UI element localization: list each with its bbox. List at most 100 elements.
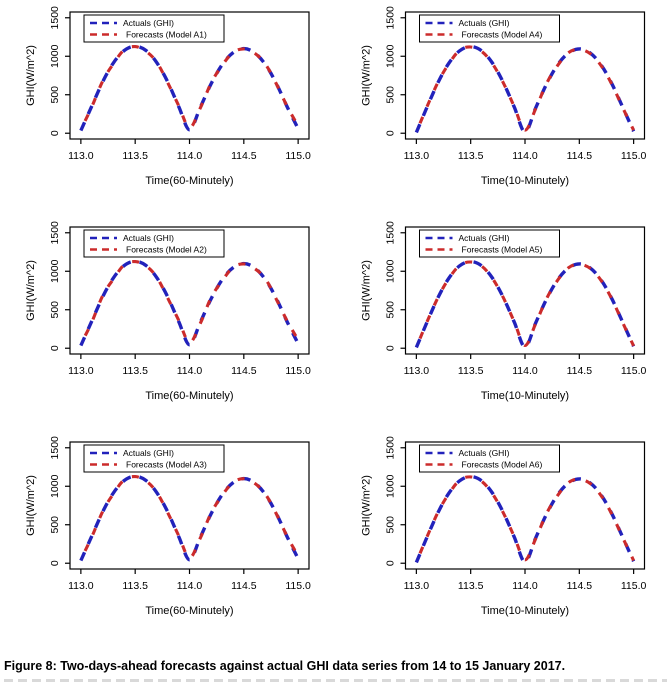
x-tick-label: 114.0 bbox=[512, 365, 538, 377]
x-axis-title: Time(10-Minutely) bbox=[481, 605, 569, 617]
actuals-line bbox=[414, 44, 636, 134]
x-tick-label: 113.5 bbox=[458, 580, 484, 592]
forecasts-line bbox=[414, 475, 636, 563]
y-tick-label: 0 bbox=[49, 345, 61, 351]
legend-label-actuals: Actuals (GHI) bbox=[123, 233, 174, 243]
y-tick-label: 1500 bbox=[385, 6, 397, 30]
x-tick-label: 115.0 bbox=[621, 365, 647, 377]
x-axis-title: Time(10-Minutely) bbox=[481, 390, 569, 402]
y-tick-label: 0 bbox=[385, 560, 397, 566]
y-tick-label: 500 bbox=[49, 301, 61, 319]
legend-label-forecasts: Forecasts (Model A2) bbox=[126, 245, 207, 255]
legend-label-forecasts: Forecasts (Model A5) bbox=[462, 245, 543, 255]
chart-model-a6: 113.0 113.5 114.0 114.5 115.0 0 500 1000 1500 Tim… bbox=[361, 436, 647, 617]
chart-model-a3: 113.0 113.5 114.0 114.5 115.0 0 500 1000 1500 Tim… bbox=[25, 436, 311, 617]
x-tick-label: 113.5 bbox=[122, 365, 148, 377]
x-tick-label: 113.0 bbox=[68, 365, 94, 377]
chart-model-a1: 113.0 113.5 114.0 114.5 115.0 0 500 1000 1500 Tim… bbox=[25, 6, 311, 187]
y-tick-label: 0 bbox=[49, 560, 61, 566]
x-axis-title: Time(60-Minutely) bbox=[145, 175, 233, 187]
x-tick-label: 114.5 bbox=[231, 580, 257, 592]
plot-model-a4: 113.0 113.5 114.0 114.5 115.0 0 500 1000 1500 Tim… bbox=[335, 0, 671, 215]
y-tick-label: 1500 bbox=[385, 436, 397, 460]
legend-box bbox=[419, 444, 560, 473]
y-tick-label: 1500 bbox=[49, 6, 61, 30]
x-tick-label: 115.0 bbox=[621, 150, 647, 162]
legend-label-actuals: Actuals (GHI) bbox=[123, 448, 174, 458]
legend-label-actuals: Actuals (GHI) bbox=[459, 18, 510, 28]
x-tick-label: 113.5 bbox=[458, 365, 484, 377]
x-axis-title: Time(10-Minutely) bbox=[481, 175, 569, 187]
legend-label-actuals: Actuals (GHI) bbox=[123, 18, 174, 28]
y-tick-label: 1500 bbox=[385, 221, 397, 245]
y-axis-title: GHI(W/m^2) bbox=[361, 260, 373, 321]
legend-label-forecasts: Forecasts (Model A1) bbox=[126, 30, 207, 40]
forecasts-line bbox=[79, 475, 300, 561]
actuals-line bbox=[79, 259, 300, 347]
chart-model-a4: 113.0 113.5 114.0 114.5 115.0 0 500 1000 1500 Tim… bbox=[361, 6, 647, 187]
x-tick-label: 114.0 bbox=[512, 580, 538, 592]
plot-model-a6: 113.0 113.5 114.0 114.5 115.0 0 500 1000 1500 Tim… bbox=[335, 430, 671, 645]
y-tick-label: 500 bbox=[385, 86, 397, 104]
x-axis-title: Time(60-Minutely) bbox=[145, 605, 233, 617]
caption-divider bbox=[4, 679, 667, 682]
y-tick-label: 500 bbox=[49, 86, 61, 104]
x-tick-label: 114.0 bbox=[177, 150, 203, 162]
y-tick-label: 1500 bbox=[49, 221, 61, 245]
legend-label-forecasts: Forecasts (Model A6) bbox=[462, 460, 543, 470]
x-tick-label: 113.0 bbox=[68, 150, 94, 162]
x-tick-label: 113.0 bbox=[404, 365, 430, 377]
legend-label-actuals: Actuals (GHI) bbox=[459, 233, 510, 243]
y-tick-label: 1000 bbox=[49, 474, 61, 498]
forecasts-line bbox=[79, 45, 300, 131]
y-tick-label: 1000 bbox=[49, 259, 61, 283]
x-tick-label: 113.5 bbox=[458, 150, 484, 162]
legend-label-forecasts: Forecasts (Model A4) bbox=[462, 30, 543, 40]
x-tick-label: 114.5 bbox=[231, 150, 257, 162]
x-tick-label: 113.5 bbox=[122, 150, 148, 162]
y-axis-title: GHI(W/m^2) bbox=[361, 475, 373, 536]
y-tick-label: 0 bbox=[385, 345, 397, 351]
x-tick-label: 113.0 bbox=[404, 150, 430, 162]
y-tick-label: 1000 bbox=[385, 44, 397, 68]
plot-model-a1: 113.0 113.5 114.0 114.5 115.0 0 500 1000 1500 Tim… bbox=[0, 0, 335, 215]
plot-model-a2: 113.0 113.5 114.0 114.5 115.0 0 500 1000 1500 Tim… bbox=[0, 215, 335, 430]
x-tick-label: 115.0 bbox=[285, 365, 311, 377]
y-tick-label: 1000 bbox=[385, 474, 397, 498]
x-tick-label: 114.5 bbox=[567, 580, 593, 592]
x-tick-label: 114.0 bbox=[177, 580, 203, 592]
y-axis-title: GHI(W/m^2) bbox=[25, 45, 37, 106]
chart-model-a2: 113.0 113.5 114.0 114.5 115.0 0 500 1000 1500 Tim… bbox=[25, 221, 311, 402]
actuals-line bbox=[414, 474, 636, 564]
x-tick-label: 115.0 bbox=[285, 150, 311, 162]
x-tick-label: 114.5 bbox=[567, 150, 593, 162]
actuals-line bbox=[79, 44, 300, 132]
x-tick-label: 115.0 bbox=[621, 580, 647, 592]
y-tick-label: 1500 bbox=[49, 436, 61, 460]
chart-model-a5: 113.0 113.5 114.0 114.5 115.0 0 500 1000 1500 Tim… bbox=[361, 221, 647, 402]
x-tick-label: 113.0 bbox=[404, 580, 430, 592]
x-tick-label: 115.0 bbox=[285, 580, 311, 592]
x-tick-label: 113.0 bbox=[68, 580, 94, 592]
actuals-line bbox=[414, 259, 636, 349]
y-tick-label: 500 bbox=[385, 516, 397, 534]
legend-label-actuals: Actuals (GHI) bbox=[459, 448, 510, 458]
x-axis-title: Time(60-Minutely) bbox=[145, 390, 233, 402]
x-tick-label: 114.5 bbox=[567, 365, 593, 377]
forecasts-line bbox=[414, 45, 635, 133]
plot-model-a5: 113.0 113.5 114.0 114.5 115.0 0 500 1000 1500 Tim… bbox=[335, 215, 671, 430]
y-axis-title: GHI(W/m^2) bbox=[25, 475, 37, 536]
legend-box bbox=[83, 444, 225, 473]
legend-label-forecasts: Forecasts (Model A3) bbox=[126, 460, 207, 470]
figure-grid: 113.0 113.5 114.0 114.5 115.0 0 500 1000 1500 Tim… bbox=[0, 0, 671, 645]
legend-box bbox=[83, 229, 225, 258]
figure-caption: Figure 8: Two-days-ahead forecasts again… bbox=[4, 659, 566, 673]
plot-model-a3: 113.0 113.5 114.0 114.5 115.0 0 500 1000 1500 Tim… bbox=[0, 430, 335, 645]
x-tick-label: 114.0 bbox=[512, 150, 538, 162]
y-tick-label: 500 bbox=[49, 516, 61, 534]
caption-area: Figure 8: Two-days-ahead forecasts again… bbox=[0, 645, 671, 682]
y-tick-label: 0 bbox=[49, 130, 61, 136]
forecasts-line bbox=[79, 260, 300, 345]
forecasts-line bbox=[414, 260, 636, 348]
